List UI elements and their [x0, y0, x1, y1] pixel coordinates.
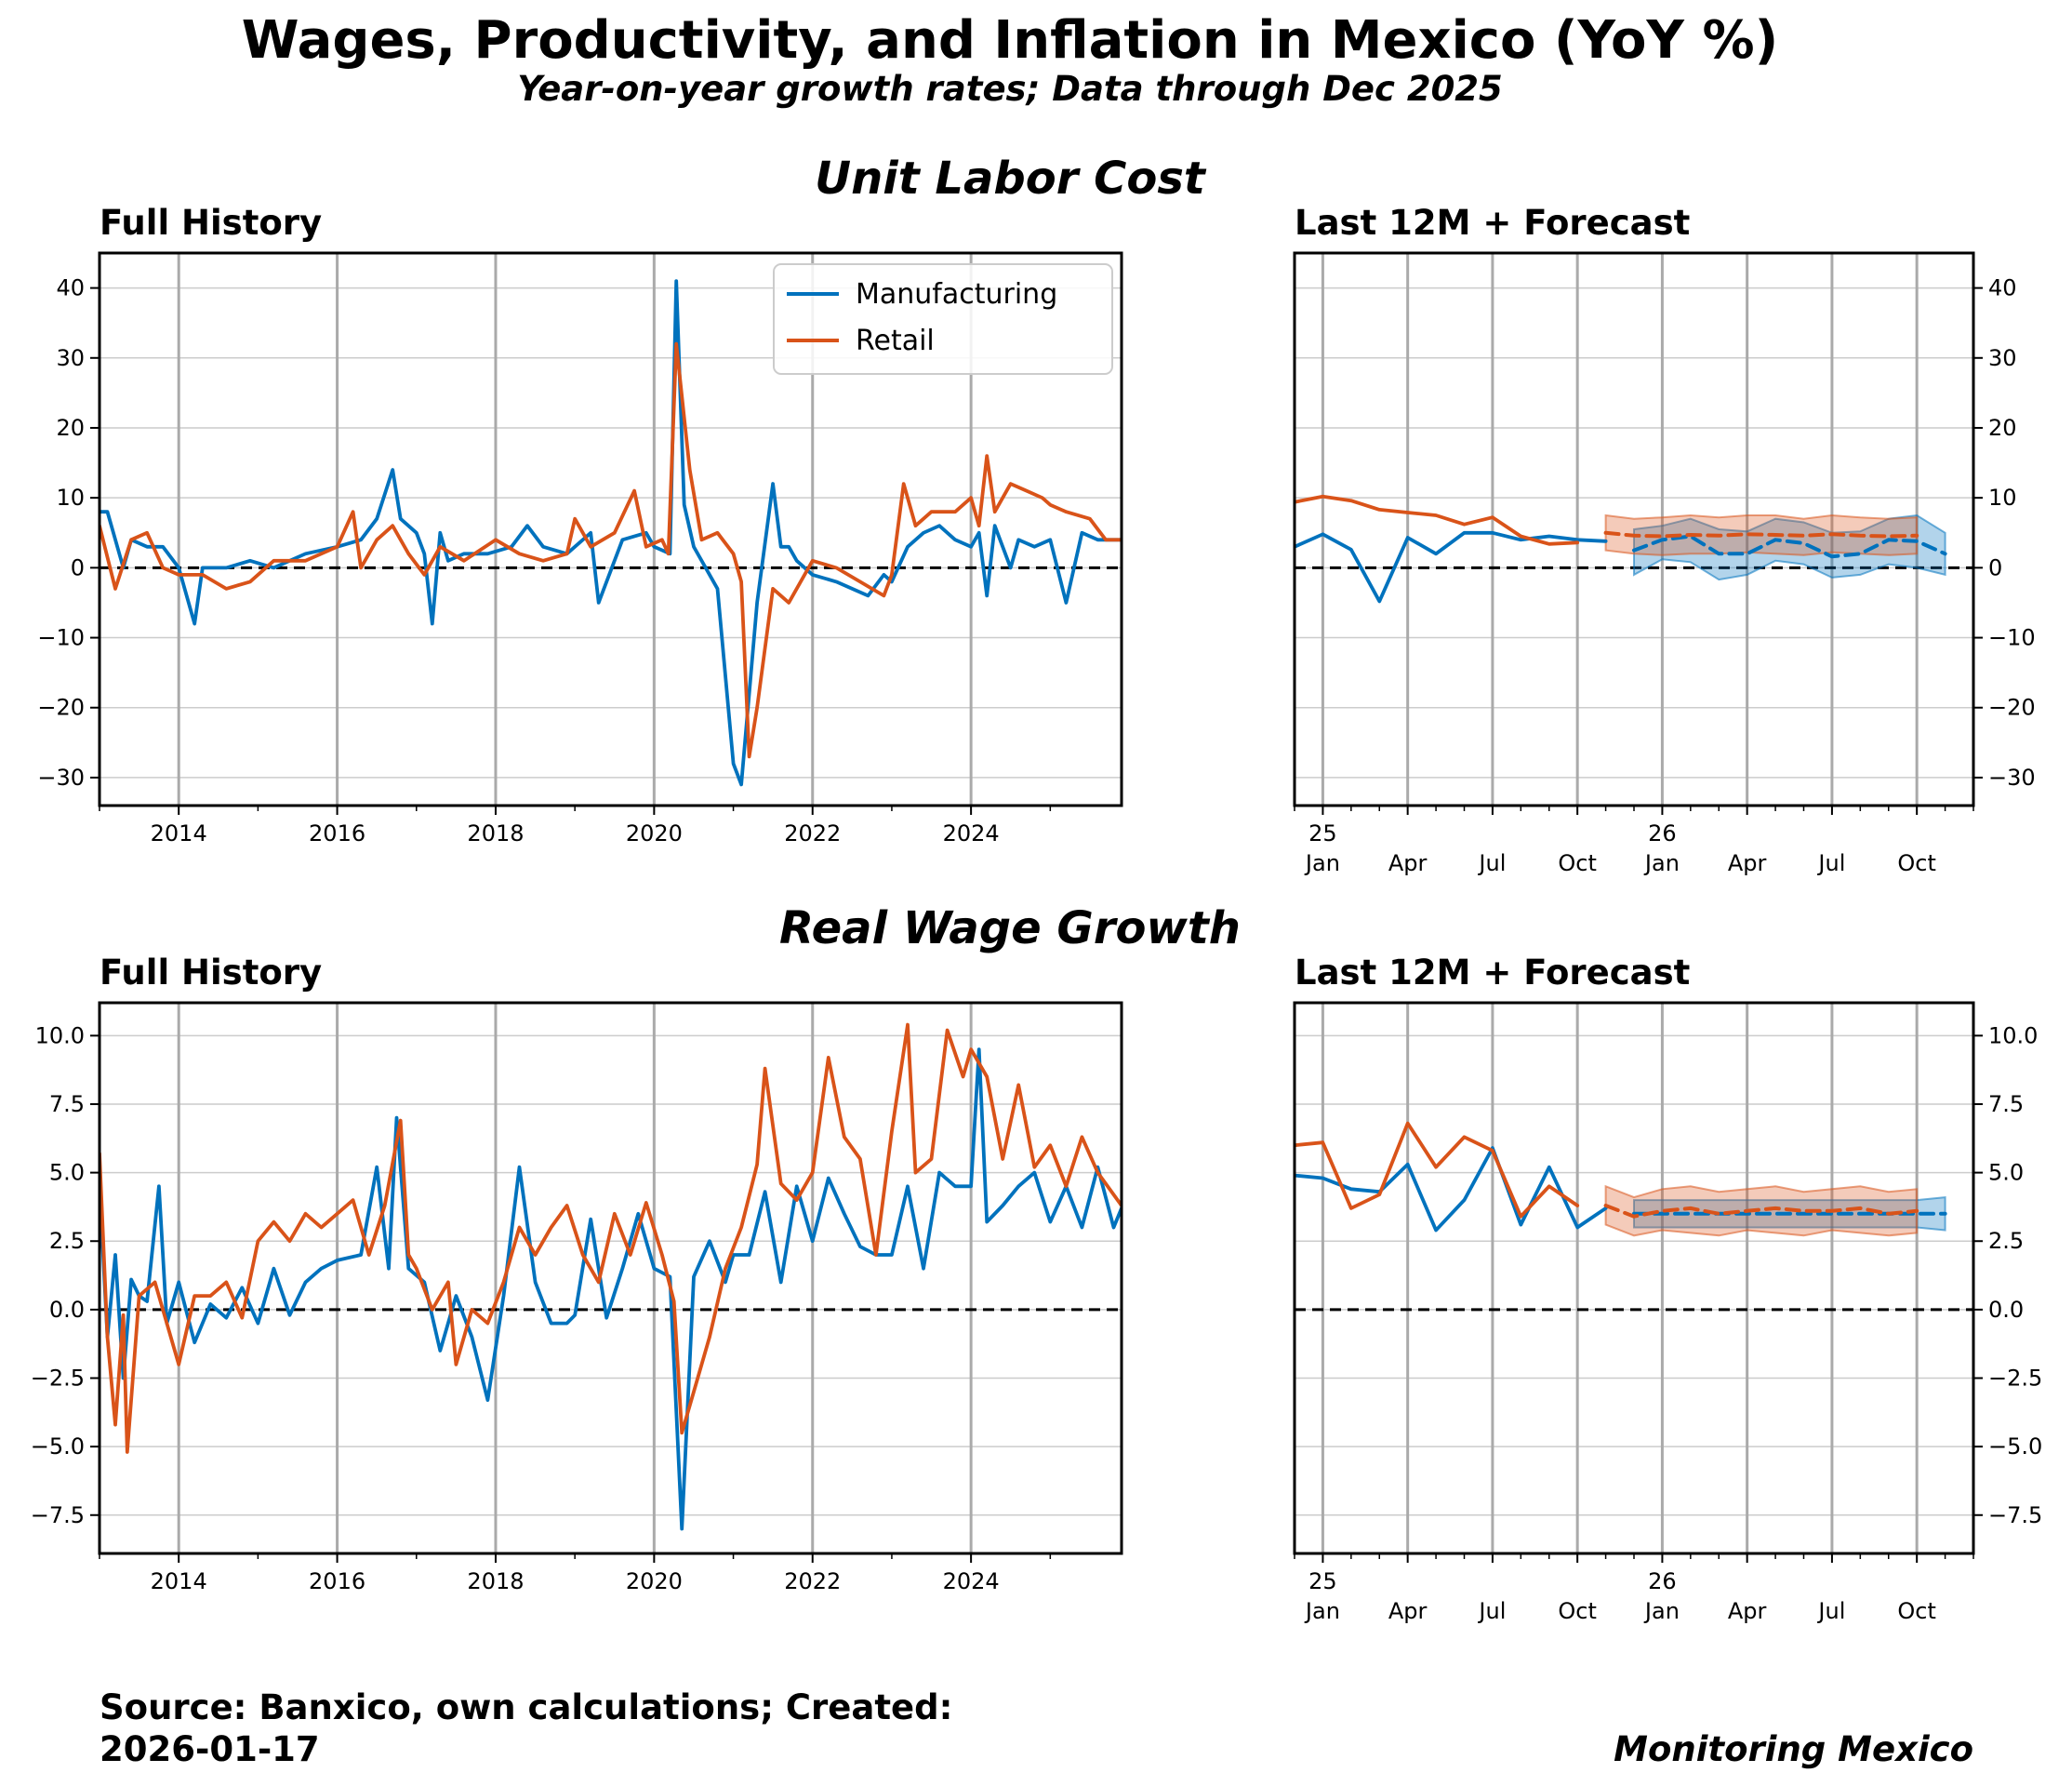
x-tick-label: 2024	[943, 820, 1000, 846]
y-tick-label: 0	[71, 554, 85, 580]
retail-series-line	[100, 341, 1122, 759]
figure-title: Wages, Productivity, and Inflation in Me…	[242, 10, 1778, 71]
x-tick-label: 2022	[784, 820, 841, 846]
x-tick-label: Oct	[1897, 850, 1936, 876]
section-title-rwg: Real Wage Growth	[779, 902, 1241, 954]
y-tick-label: 2.5	[49, 1228, 85, 1254]
x-tick-label: Apr	[1728, 850, 1767, 876]
legend-label: Manufacturing	[856, 278, 1057, 311]
y-tick-label: 0.0	[1988, 1297, 2024, 1323]
panel-title-rwg-full: Full History	[100, 953, 322, 993]
y-tick-label: 0	[1988, 554, 2002, 580]
manufacturing-series-line	[1295, 1146, 1608, 1233]
y-tick-label: −2.5	[1988, 1366, 2042, 1392]
plot-area	[100, 279, 1122, 787]
x-tick-label: 2022	[784, 1568, 841, 1594]
y-tick-label: 7.5	[1988, 1091, 2024, 1117]
plot-area	[1295, 494, 1947, 604]
x-tick-label: 2016	[309, 1568, 365, 1594]
x-tick-label: 26 Jan	[1643, 1568, 1680, 1624]
y-tick-label: 10.0	[35, 1022, 85, 1048]
figure-subtitle: Year-on-year growth rates; Data through …	[517, 69, 1503, 109]
y-tick-label: −7.5	[31, 1502, 85, 1528]
x-tick-label: 2020	[626, 1568, 683, 1594]
axes-frame	[1293, 251, 1975, 807]
panel-title-rwg-recent: Last 12M + Forecast	[1295, 953, 1690, 993]
x-tick-label: Oct	[1558, 850, 1597, 876]
retail-forecast-line	[1603, 530, 1919, 539]
y-tick-label: −20	[1988, 695, 2036, 721]
x-tick-label: Jul	[1477, 1598, 1506, 1624]
y-tick-label: 0.0	[49, 1297, 85, 1323]
y-tick-label: −20	[37, 695, 85, 721]
x-tick-label: 2018	[467, 820, 524, 846]
axes-frame	[98, 1001, 1123, 1555]
x-tick-label: Oct	[1897, 1598, 1936, 1624]
x-tick-label: 2014	[151, 1568, 207, 1594]
y-tick-label: −5.0	[1988, 1433, 2042, 1459]
x-tick-label: Jul	[1477, 850, 1506, 876]
plot-area	[1295, 1121, 1947, 1237]
legend-label: Retail	[856, 325, 935, 357]
x-tick-label: Apr	[1388, 1598, 1428, 1624]
retail-forecast-band	[1604, 1184, 1919, 1237]
x-tick-label: 26 Jan	[1643, 820, 1680, 876]
y-tick-label: −10	[1988, 625, 2036, 651]
x-tick-label: Apr	[1388, 850, 1428, 876]
y-tick-label: 10	[56, 485, 85, 511]
manufacturing-series-line	[1295, 530, 1608, 604]
x-tick-label: Jul	[1816, 1598, 1845, 1624]
y-tick-label: 30	[1988, 345, 2017, 371]
y-tick-label: −30	[37, 765, 85, 791]
y-tick-label: 40	[56, 275, 85, 301]
y-tick-label: −7.5	[1988, 1502, 2042, 1528]
chart-rwg-last12m-forecast: 25 Jan Apr Jul Oct 26 Jan Apr Jul Oct −7.5 −5.0 −2.5…	[1293, 1001, 2042, 1624]
plot-area	[100, 1022, 1122, 1531]
panel-title-ulc-recent: Last 12M + Forecast	[1295, 203, 1690, 243]
y-tick-label: 5.0	[1988, 1160, 2024, 1186]
footer-created-date: 2026-01-17	[100, 1729, 320, 1769]
x-tick-label: Jul	[1816, 850, 1845, 876]
chart-ulc-full-history: 2014 2016 2018 2020 2022 2024 −30 −20 −10 0 10 20 30…	[37, 251, 1123, 846]
y-tick-label: −5.0	[31, 1433, 85, 1459]
y-tick-label: 40	[1988, 275, 2017, 301]
y-tick-label: 20	[56, 415, 85, 441]
footer-source: Source: Banxico, own calculations; Creat…	[100, 1687, 952, 1727]
chart-ulc-last12m-forecast: 25 Jan Apr Jul Oct 26 Jan Apr Jul Oct −30 −20 −10 0 10…	[1293, 251, 2036, 876]
retail-series-line	[1295, 494, 1580, 546]
section-title-ulc: Unit Labor Cost	[815, 153, 1207, 205]
x-tick-label: Apr	[1728, 1598, 1767, 1624]
manufacturing-forecast-band	[1633, 513, 1946, 581]
manufacturing-forecast-line	[1632, 534, 1947, 559]
x-tick-label: 2018	[467, 1568, 524, 1594]
legend-box	[773, 263, 1113, 375]
y-tick-label: 30	[56, 345, 85, 371]
axes-frame	[1293, 1001, 1975, 1555]
x-tick-label: 25 Jan	[1304, 1568, 1340, 1624]
y-tick-label: 10	[1988, 485, 2017, 511]
y-tick-label: 10.0	[1988, 1022, 2038, 1048]
x-tick-label: 2020	[626, 820, 683, 846]
x-tick-label: 2024	[943, 1568, 1000, 1594]
y-tick-label: 5.0	[49, 1160, 85, 1186]
y-tick-label: −10	[37, 625, 85, 651]
manufacturing-series-line	[100, 1047, 1122, 1531]
y-tick-label: 2.5	[1988, 1228, 2024, 1254]
panel-title-ulc-full: Full History	[100, 203, 322, 243]
retail-series-line	[1295, 1121, 1580, 1219]
axes-frame	[98, 251, 1123, 807]
y-tick-label: 20	[1988, 415, 2017, 441]
x-tick-label: 25 Jan	[1304, 820, 1340, 876]
y-tick-label: −2.5	[31, 1366, 85, 1392]
footer-brand: Monitoring Mexico	[1614, 1729, 1973, 1769]
x-tick-label: Oct	[1558, 1598, 1597, 1624]
retail-forecast-line	[1603, 1204, 1919, 1219]
retail-series-line	[100, 1022, 1122, 1454]
x-tick-label: 2014	[151, 820, 207, 846]
y-tick-label: 7.5	[49, 1091, 85, 1117]
x-tick-label: 2016	[309, 820, 365, 846]
y-tick-label: −30	[1988, 765, 2036, 791]
chart-rwg-full-history: 2014 2016 2018 2020 2022 2024 −7.5 −5.0 −2.5 0.0 2…	[31, 1001, 1123, 1594]
